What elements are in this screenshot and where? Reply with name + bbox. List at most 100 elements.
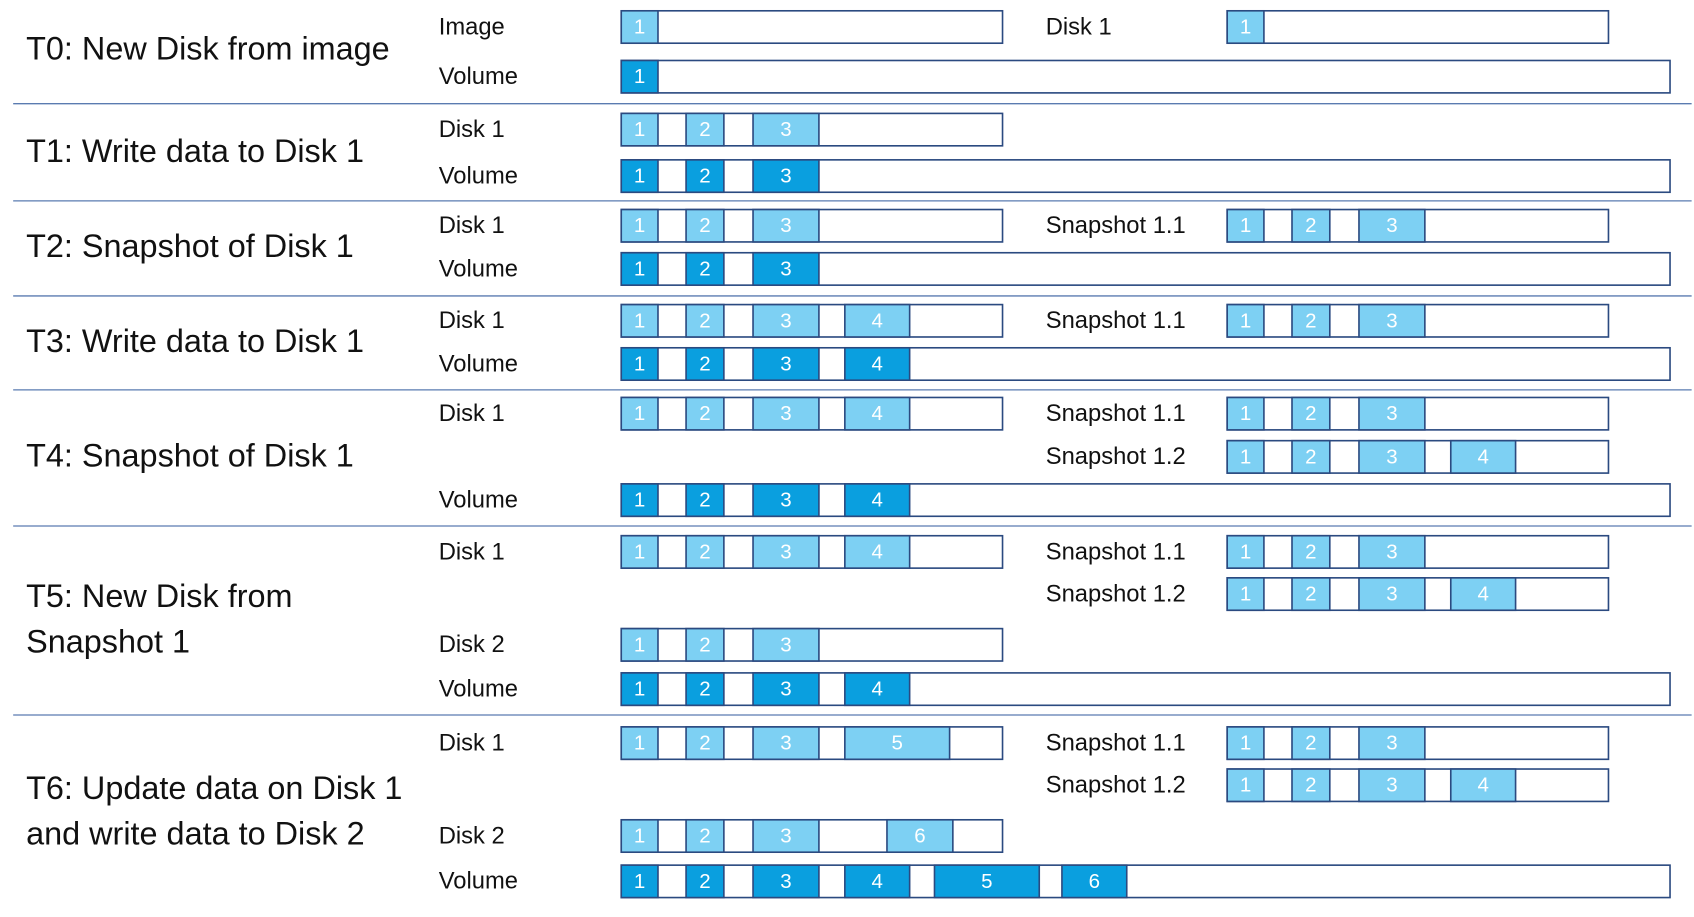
block: [620, 303, 659, 338]
block: [620, 208, 659, 243]
block-number: 3: [780, 257, 791, 280]
block: [685, 112, 725, 147]
block-number: 1: [634, 870, 645, 893]
block: [1291, 208, 1331, 243]
block: [620, 534, 659, 569]
block-number: 2: [1305, 402, 1316, 425]
block-number: 4: [872, 489, 883, 512]
block-number: 3: [780, 870, 791, 893]
block-number: 1: [634, 633, 645, 656]
block: [620, 627, 659, 662]
block: [752, 303, 820, 338]
block-number: 2: [1305, 309, 1316, 332]
block-number: 3: [1386, 732, 1397, 755]
block-number: 1: [634, 732, 645, 755]
block-number: 5: [981, 870, 992, 893]
stage-title: T1: Write data to Disk 1: [26, 133, 364, 169]
block: [620, 483, 659, 518]
block: [685, 726, 725, 761]
block-number: 4: [872, 678, 883, 701]
lane-label: Snapshot 1.1: [1046, 729, 1186, 756]
block-number: 1: [1240, 583, 1251, 606]
block: [620, 726, 659, 761]
block-number: 1: [634, 402, 645, 425]
block-number: 1: [634, 824, 645, 847]
block-number: 2: [699, 352, 710, 375]
block-number: 3: [1386, 540, 1397, 563]
block: [752, 483, 820, 518]
block: [1291, 726, 1331, 761]
block-number: 2: [699, 633, 710, 656]
block: [685, 396, 725, 431]
lane-label: Snapshot 1.2: [1046, 443, 1186, 470]
block-number: 1: [634, 257, 645, 280]
block: [1226, 726, 1265, 761]
block-number: 2: [699, 489, 710, 512]
block: [752, 534, 820, 569]
block-number: 2: [1305, 774, 1316, 797]
block: [1226, 9, 1265, 45]
block-number: 3: [780, 118, 791, 141]
block: [620, 672, 659, 707]
block: [844, 726, 951, 761]
lane-label: Snapshot 1.2: [1046, 580, 1186, 607]
block: [1291, 439, 1331, 474]
lane-label: Volume: [439, 675, 518, 702]
block: [685, 864, 725, 899]
lane-label: Image: [439, 13, 505, 40]
block: [1226, 208, 1265, 243]
lane-label: Disk 1: [439, 116, 505, 143]
block-number: 2: [1305, 583, 1316, 606]
block-number: 4: [1477, 583, 1488, 606]
block-number: 4: [872, 540, 883, 563]
stage-title: Snapshot 1: [26, 623, 190, 659]
block-number: 2: [699, 118, 710, 141]
block: [1449, 577, 1517, 612]
lane-label: Disk 2: [439, 631, 505, 658]
block-number: 2: [699, 678, 710, 701]
lane-label: Disk 1: [1046, 13, 1112, 40]
block-number: 2: [699, 402, 710, 425]
block-number: 2: [1305, 540, 1316, 563]
block: [685, 303, 725, 338]
block: [685, 672, 725, 707]
stage-title: and write data to Disk 2: [26, 816, 364, 852]
block-number: 3: [780, 214, 791, 237]
block: [685, 818, 725, 854]
storage-bar: [1226, 9, 1610, 45]
block: [1358, 439, 1426, 474]
block: [1291, 396, 1331, 431]
block: [1358, 396, 1426, 431]
block: [752, 159, 820, 194]
block-number: 3: [780, 489, 791, 512]
block-number: 2: [699, 214, 710, 237]
block-number: 6: [914, 824, 925, 847]
block-number: 3: [780, 402, 791, 425]
block-number: 1: [1240, 774, 1251, 797]
block: [620, 818, 659, 854]
block: [844, 303, 911, 338]
block: [1061, 864, 1128, 899]
lane-label: Snapshot 1.1: [1046, 538, 1186, 565]
block-number: 5: [892, 732, 903, 755]
block-number: 2: [699, 257, 710, 280]
lane-label: Volume: [439, 162, 518, 189]
block-number: 2: [699, 732, 710, 755]
block-number: 2: [699, 870, 710, 893]
block-number: 2: [699, 165, 710, 188]
stage-title: T6: Update data on Disk 1: [26, 770, 402, 806]
block-number: 1: [1240, 16, 1251, 39]
lane-label: Disk 1: [439, 538, 505, 565]
block: [620, 9, 659, 45]
block: [1358, 768, 1426, 803]
block: [685, 251, 725, 286]
block-number: 3: [1386, 774, 1397, 797]
block-number: 4: [1477, 774, 1488, 797]
block-number: 3: [1386, 402, 1397, 425]
block-number: 2: [1305, 732, 1316, 755]
block-number: 3: [780, 165, 791, 188]
block-number: 1: [634, 489, 645, 512]
block-number: 3: [1386, 445, 1397, 468]
block-number: 4: [872, 309, 883, 332]
lane-label: Snapshot 1.1: [1046, 400, 1186, 427]
